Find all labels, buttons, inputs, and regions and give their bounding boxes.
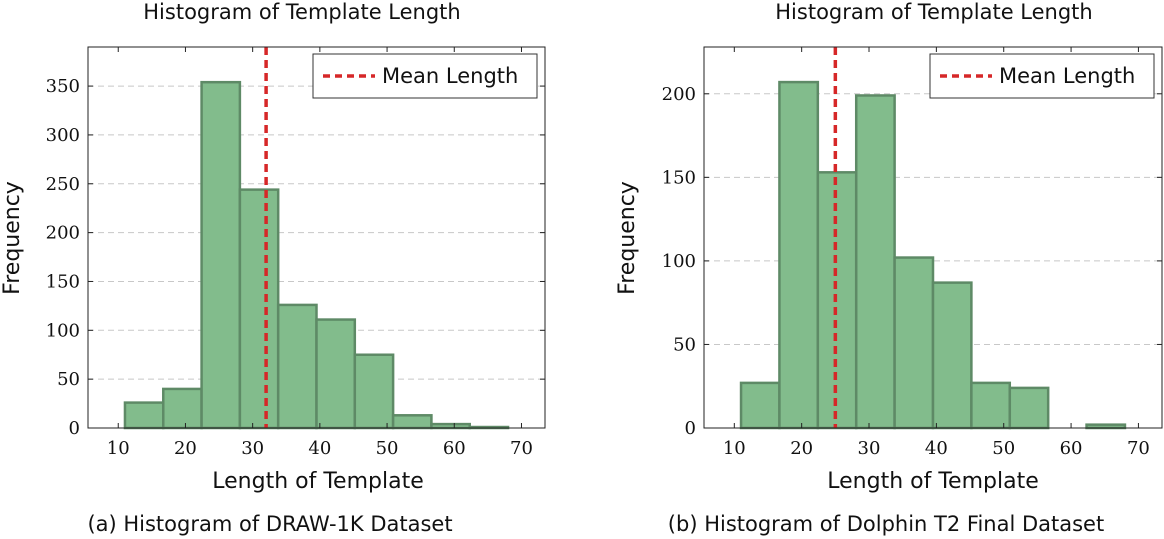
- x-tick-label: 40: [308, 438, 331, 459]
- x-tick-label: 60: [443, 438, 466, 459]
- histogram-panel-draw1k: Histogram of Template Length Frequency L…: [0, 0, 546, 536]
- x-tick-label: 50: [992, 438, 1015, 459]
- y-tick-label: 200: [662, 84, 696, 105]
- chart-title: Histogram of Template Length: [143, 0, 460, 24]
- y-axis-label: Frequency: [615, 181, 640, 295]
- x-tick-label: 70: [1127, 438, 1150, 459]
- histogram-bar: [353, 353, 395, 430]
- histogram-bar: [391, 414, 433, 430]
- plot-frame: [703, 46, 1163, 429]
- y-tick-label: 300: [46, 125, 80, 146]
- x-tick-label: 50: [376, 438, 399, 459]
- x-tick-label: 40: [925, 438, 948, 459]
- y-tick-label: 100: [662, 251, 696, 272]
- histogram-bar: [315, 318, 357, 430]
- histogram-chart-draw1k: Histogram of Template Length Frequency L…: [0, 0, 546, 536]
- histogram-chart-dolphin: Histogram of Template Length Frequency L…: [615, 0, 1163, 536]
- x-axis-label: Length of Template: [827, 469, 1038, 494]
- y-tick-label: 350: [46, 76, 80, 97]
- histogram-bar: [276, 303, 318, 430]
- plot-frame: [87, 46, 546, 429]
- histogram-bar: [893, 256, 935, 430]
- x-tick-label: 10: [107, 438, 130, 459]
- legend-mean-label: Mean Length: [999, 64, 1135, 88]
- y-tick-label: 200: [46, 223, 80, 244]
- legend: Mean Length: [929, 53, 1155, 99]
- x-tick-label: 70: [510, 438, 533, 459]
- histogram-bar: [931, 281, 973, 430]
- y-tick-label: 0: [69, 418, 80, 439]
- y-tick-label: 150: [662, 167, 696, 188]
- x-tick-label: 20: [790, 438, 813, 459]
- histogram-bar: [854, 94, 896, 430]
- x-tick-label: 10: [723, 438, 746, 459]
- histogram-bar: [162, 387, 203, 430]
- histogram-bar: [778, 80, 820, 430]
- legend: Mean Length: [312, 53, 538, 99]
- figure-caption: (b) Histogram of Dolphin T2 Final Datase…: [668, 512, 1104, 536]
- figure-caption: (a) Histogram of DRAW-1K Dataset: [87, 512, 452, 536]
- histogram-bar: [1085, 423, 1127, 430]
- x-tick-label: 20: [174, 438, 197, 459]
- histogram-bar: [238, 188, 280, 430]
- x-tick-label: 30: [858, 438, 881, 459]
- y-tick-label: 150: [46, 271, 80, 292]
- histogram-bar: [430, 422, 471, 430]
- y-tick-label: 100: [46, 320, 80, 341]
- histogram-panel-dolphin: Histogram of Template Length Frequency L…: [582, 0, 1164, 539]
- x-axis-label: Length of Template: [212, 469, 423, 494]
- histogram-bar: [739, 381, 781, 430]
- y-tick-label: 50: [673, 334, 696, 355]
- x-tick-label: 60: [1060, 438, 1083, 459]
- y-axis-label: Frequency: [0, 181, 25, 295]
- histogram-bar: [1008, 386, 1050, 430]
- x-tick-label: 30: [241, 438, 264, 459]
- legend-mean-label: Mean Length: [382, 64, 518, 88]
- histogram-bar: [970, 381, 1012, 430]
- y-tick-label: 0: [685, 418, 696, 439]
- y-tick-label: 250: [46, 174, 80, 195]
- y-tick-label: 50: [57, 369, 80, 390]
- histogram-bar: [200, 80, 242, 430]
- histogram-bar: [123, 401, 165, 430]
- chart-title: Histogram of Template Length: [775, 0, 1092, 24]
